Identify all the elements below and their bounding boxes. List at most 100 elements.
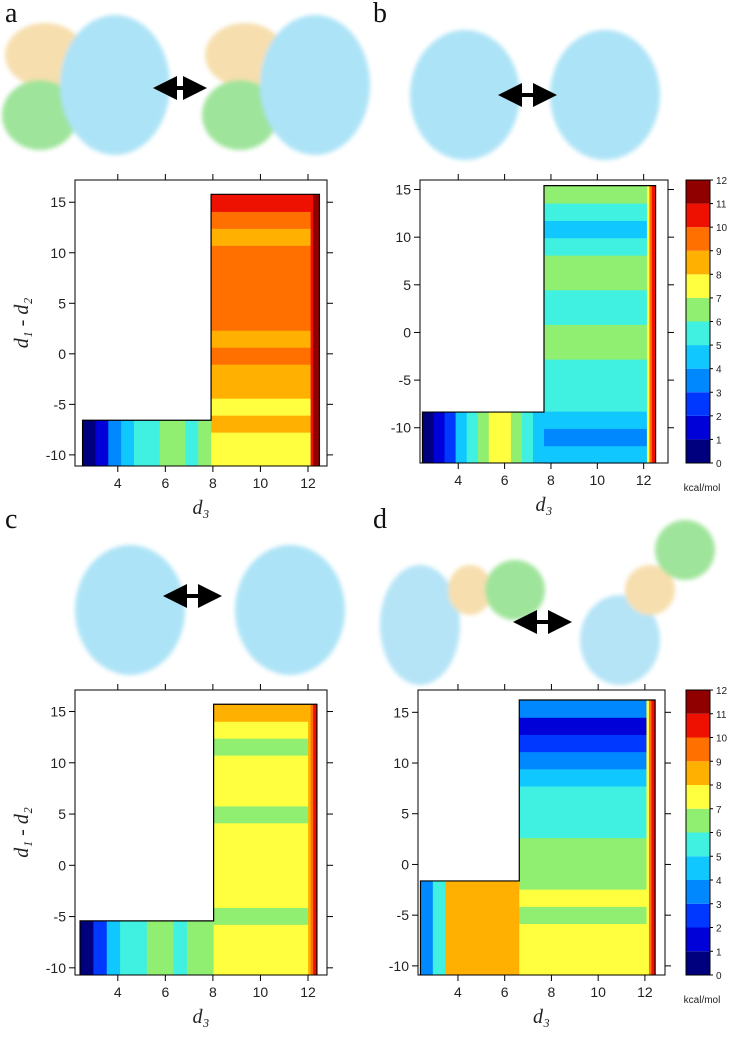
contour-region (499, 412, 512, 463)
x-tick-label: 4 (454, 984, 462, 1000)
y-tick-label: 15 (50, 194, 66, 210)
contour-region (544, 272, 656, 291)
contour-region (651, 185, 656, 463)
contour-region (133, 420, 148, 466)
colorbar-tick-label: 1 (716, 435, 722, 446)
y-axis-label: d₁ - d₂ (11, 298, 33, 349)
contour-region (213, 941, 317, 959)
contour-region (433, 412, 446, 463)
colorbar-tick-label: 1 (716, 947, 722, 958)
colorbar-swatch (686, 761, 710, 785)
contour-region (544, 237, 656, 256)
x-tick-label: 12 (300, 984, 316, 1000)
contour-region (211, 449, 320, 467)
contour-region (519, 837, 656, 856)
y-tick-label: 10 (50, 755, 66, 771)
x-tick-label: 4 (114, 984, 122, 1000)
contour-region (510, 412, 523, 463)
contour-region (506, 880, 520, 975)
panel-label: d (373, 504, 387, 535)
x-tick-label: 10 (590, 984, 606, 1000)
x-tick-label: 6 (161, 475, 169, 491)
contour-region (213, 958, 317, 976)
contour-region (186, 920, 201, 975)
contour-region (544, 220, 656, 239)
contour-region (519, 803, 656, 821)
contour-region (173, 920, 188, 975)
colorbar-tick-label: 3 (716, 388, 722, 399)
contour-region (198, 420, 212, 466)
colorbar-swatch (686, 785, 710, 809)
y-tick-label: 0 (58, 346, 66, 362)
y-tick-label: 10 (395, 229, 411, 245)
x-tick-label: 6 (501, 984, 509, 1000)
contour-region (455, 412, 468, 463)
colorbar-tick-label: 10 (716, 223, 728, 234)
x-tick-label: 8 (209, 984, 217, 1000)
arrows (153, 76, 572, 634)
contour-region (519, 768, 656, 787)
colorbar-tick-label: 2 (716, 412, 722, 423)
contour-region (432, 880, 446, 975)
contour-region (477, 412, 490, 463)
y-tick-label: -5 (54, 909, 67, 925)
colorbar-swatch (686, 808, 710, 833)
contour-region (146, 920, 161, 975)
y-tick-label: 0 (403, 324, 411, 340)
colorbar-swatch (686, 203, 710, 228)
contour-region (211, 415, 320, 433)
contour-region (211, 364, 320, 382)
contour-region (213, 771, 317, 790)
colorbar-tick-label: 7 (716, 294, 722, 305)
energy-landscape (81, 193, 321, 467)
colorbar-swatch (686, 951, 710, 975)
panel: a 4 6 8 10 12 -10 -5 0 5 10 15 d₃ d₁ - d₂ (5, 0, 333, 519)
colorbar-tick-label: 4 (716, 876, 722, 887)
landscape-outline (81, 193, 321, 466)
landscape-outline (79, 703, 318, 975)
landscape-outline (419, 699, 656, 975)
contour-region (82, 420, 97, 466)
x-tick-label: 4 (454, 472, 462, 488)
colorbar-tick-label: 5 (716, 852, 722, 863)
contour-region (211, 347, 320, 365)
contour-region (211, 211, 320, 229)
colorbar-tick-label: 8 (716, 270, 722, 281)
colorbar-tick-label: 0 (716, 971, 722, 982)
x-axis-label: d₃ (193, 497, 210, 519)
y-tick-label: 15 (393, 704, 409, 720)
contour-region (519, 906, 656, 925)
x-tick-label: 12 (637, 984, 653, 1000)
contour-region (185, 420, 199, 466)
panel: c 4 6 8 10 12 -10 -5 0 5 10 15 d₃ d₁ - d₂ (5, 504, 333, 1028)
contour-region (211, 432, 320, 450)
contour-region (466, 412, 479, 463)
colorbar-tick-label: 9 (716, 247, 722, 258)
contour-region (95, 420, 109, 466)
y-tick-label: -10 (391, 420, 411, 436)
molecule-illustrations (2, 15, 715, 685)
x-tick-label: 10 (590, 472, 606, 488)
y-tick-label: -10 (389, 958, 409, 974)
contour-region (544, 376, 656, 395)
plot-frame (74, 689, 328, 976)
contour-region (211, 330, 320, 348)
colorbar-tick-label: 0 (716, 459, 722, 470)
contour-region (211, 296, 320, 314)
y-tick-label: 5 (58, 295, 66, 311)
contour-region (519, 957, 656, 976)
contour-region (172, 420, 186, 466)
colorbar-tick-label: 9 (716, 757, 722, 768)
colorbar-tick-label: 6 (716, 829, 722, 840)
contour-region (488, 412, 501, 463)
contour-region (422, 412, 435, 463)
contour-region (494, 880, 508, 975)
x-axis-label: d₃ (193, 1006, 210, 1028)
panel-label: c (5, 504, 17, 535)
contour-region (544, 324, 656, 343)
contour-region (213, 839, 317, 858)
x-tick-label: 12 (300, 475, 316, 491)
panel: b4 6 8 10 12-10-5051015d₃0123456789101112kca… (373, 0, 728, 516)
contour-region (80, 920, 94, 975)
contour-region (544, 341, 656, 360)
